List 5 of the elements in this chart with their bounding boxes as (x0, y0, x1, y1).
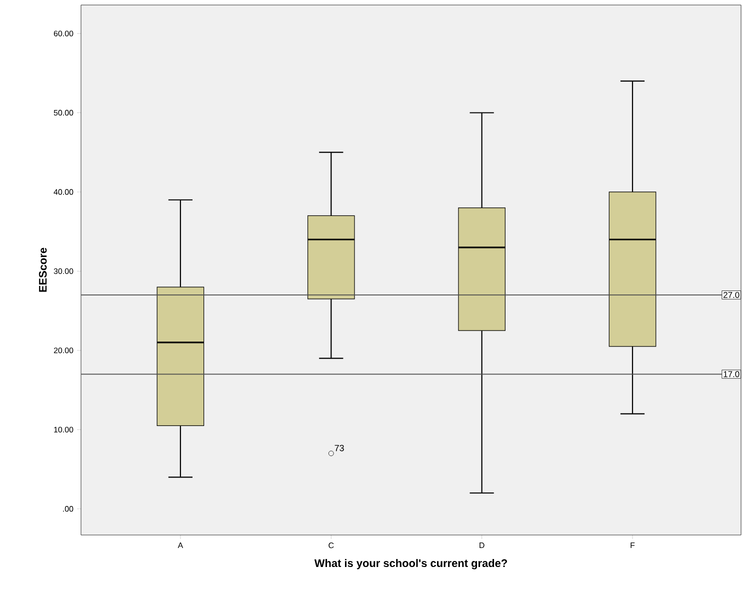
ref-line-label: 27.0 (724, 292, 740, 298)
y-axis-title: EEScore (38, 248, 47, 292)
ref-line-label: 17.0 (724, 371, 740, 378)
annotation: 73 (334, 444, 344, 452)
x-axis-title: What is your school's current grade? (314, 559, 507, 570)
